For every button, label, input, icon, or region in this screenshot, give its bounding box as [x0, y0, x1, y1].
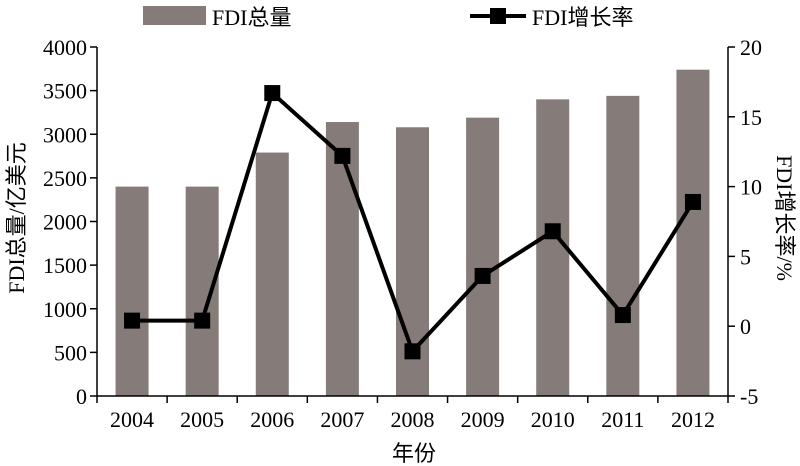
- right-y-axis-title: FDI增长率/%: [772, 155, 797, 281]
- legend-line-marker: [490, 8, 506, 24]
- bar-2006: [255, 152, 289, 396]
- growth-line-group: [124, 85, 701, 360]
- bar-2004: [115, 186, 149, 396]
- bar-2005: [185, 186, 219, 396]
- growth-marker-2011: [614, 307, 631, 324]
- growth-marker-2009: [474, 267, 491, 284]
- x-tick-label: 2005: [180, 407, 224, 432]
- x-tick-label: 2008: [391, 407, 435, 432]
- right-y-tick-label: 0: [740, 314, 751, 339]
- right-y-tick-label: 10: [740, 175, 762, 200]
- bar-2009: [466, 117, 500, 397]
- growth-marker-2007: [334, 147, 351, 164]
- bar-2007: [325, 122, 359, 396]
- left-y-tick-label: 1500: [43, 253, 87, 278]
- x-tick-labels: 2004 2005 2006 2007 2008 2009 2010 2011 2012: [110, 407, 715, 432]
- axes-group: [90, 46, 735, 403]
- left-y-tick-label: 0: [76, 384, 87, 409]
- legend-bar-swatch: [143, 6, 206, 25]
- x-axis-title: 年份: [392, 441, 436, 466]
- growth-marker-2008: [404, 343, 421, 360]
- right-y-tick-labels: -5 0 5 10 15 20: [740, 35, 762, 409]
- left-y-axis-title: FDI总量/亿美元: [4, 142, 29, 294]
- left-y-tick-labels: 0 500 1000 1500 2000 2500 3000 3500 4000: [43, 35, 87, 409]
- growth-marker-2006: [264, 85, 281, 102]
- growth-marker-2010: [544, 223, 561, 240]
- x-tick-label: 2012: [671, 407, 715, 432]
- legend-bar-label: FDI总量: [212, 5, 291, 30]
- right-y-tick-label: -5: [740, 384, 758, 409]
- right-y-tick-label: 5: [740, 244, 751, 269]
- bar-2011: [606, 95, 640, 397]
- left-y-tick-label: 3500: [43, 79, 87, 104]
- right-y-tick-label: 20: [740, 35, 762, 60]
- x-tick-label: 2007: [320, 407, 364, 432]
- x-tick-label: 2006: [250, 407, 294, 432]
- left-y-tick-label: 3000: [43, 122, 87, 147]
- legend-line-label: FDI增长率: [532, 5, 633, 30]
- legend: FDI总量 FDI增长率: [143, 5, 633, 30]
- x-tick-label: 2011: [601, 407, 644, 432]
- left-y-tick-label: 2500: [43, 166, 87, 191]
- bars-group: [115, 69, 710, 397]
- left-y-tick-label: 2000: [43, 210, 87, 235]
- growth-marker-2004: [124, 312, 141, 329]
- x-tick-label: 2004: [110, 407, 154, 432]
- left-y-tick-label: 1000: [43, 297, 87, 322]
- growth-marker-2005: [194, 312, 211, 329]
- x-tick-label: 2010: [531, 407, 575, 432]
- x-tick-label: 2009: [461, 407, 505, 432]
- right-y-tick-label: 15: [740, 105, 762, 130]
- bar-2010: [536, 99, 570, 396]
- left-y-tick-label: 4000: [43, 35, 87, 60]
- bar-2012: [676, 69, 710, 396]
- left-y-tick-label: 500: [54, 340, 87, 365]
- growth-marker-2012: [684, 193, 701, 210]
